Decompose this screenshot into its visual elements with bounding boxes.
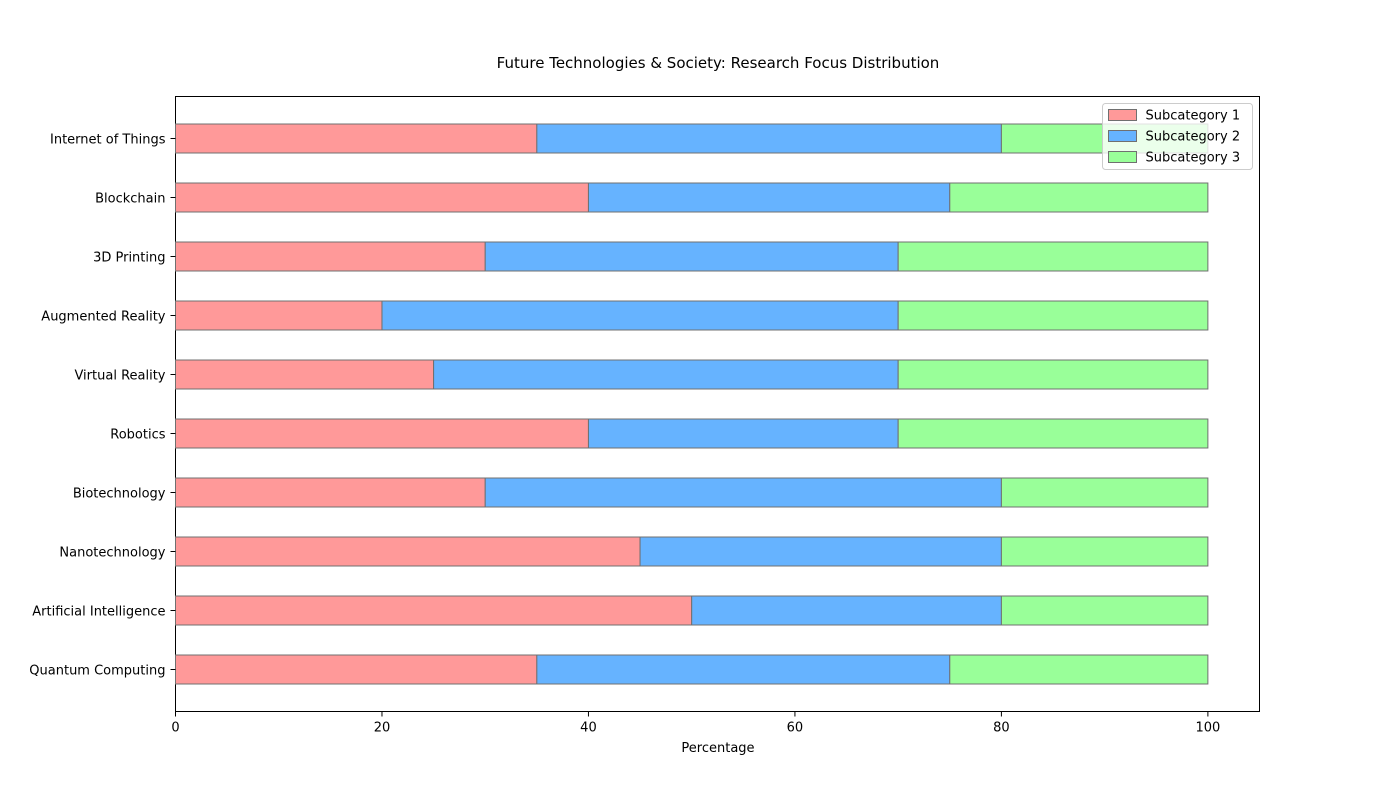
bar-nanotechnology-subcategory-1 [175,536,641,567]
x-tick-label: 80 [993,721,1010,736]
bar-3d-printing-subcategory-2 [484,241,899,272]
bar-quantum-computing-subcategory-1 [175,654,538,685]
bar-3d-printing-subcategory-3 [897,241,1209,272]
y-tick-label-biotechnology: Biotechnology [73,487,166,502]
bar-blockchain-subcategory-3 [949,182,1209,213]
legend-box [1102,103,1253,170]
bar-artificial-intelligence-subcategory-2 [691,595,1002,626]
y-tick-label-nanotechnology: Nanotechnology [59,546,165,561]
bar-virtual-reality-subcategory-1 [175,359,435,390]
bar-internet-of-things-subcategory-1 [175,123,538,154]
legend[interactable]: Subcategory 1 Subcategory 2 Subcategory 3 [1102,103,1253,170]
bars-layer [175,123,1209,685]
y-tick-label-quantum-computing: Quantum Computing [29,664,165,679]
bar-virtual-reality-subcategory-2 [433,359,899,390]
bar-nanotechnology-subcategory-3 [1000,536,1209,567]
bar-robotics-subcategory-2 [587,418,899,449]
plot-frame [175,96,1260,712]
legend-label-subcategory-2: Subcategory 2 [1146,130,1241,145]
legend-label-subcategory-3: Subcategory 3 [1146,151,1241,166]
y-tick-label-artificial-intelligence: Artificial Intelligence [32,605,165,620]
bar-blockchain-subcategory-2 [587,182,951,213]
y-tick-label-robotics: Robotics [110,428,165,443]
chart-title: Future Technologies & Society: Research … [497,54,940,72]
bar-nanotechnology-subcategory-2 [639,536,1002,567]
legend-swatch-subcategory-2 [1108,130,1137,142]
bar-augmented-reality-subcategory-1 [175,300,383,331]
bar-biotechnology-subcategory-1 [175,477,486,508]
x-tick-label: 100 [1195,721,1220,736]
bar-quantum-computing-subcategory-3 [949,654,1209,685]
x-tick-label: 0 [171,721,179,736]
y-tick-label-augmented-reality: Augmented Reality [41,310,165,325]
bar-blockchain-subcategory-1 [175,182,589,213]
bar-augmented-reality-subcategory-3 [897,300,1209,331]
bar-robotics-subcategory-1 [175,418,589,449]
y-tick-label-blockchain: Blockchain [95,192,165,207]
bar-artificial-intelligence-subcategory-3 [1000,595,1209,626]
bar-artificial-intelligence-subcategory-1 [175,595,693,626]
x-tick-label: 20 [374,721,391,736]
legend-swatch-subcategory-1 [1108,109,1137,121]
legend-swatch-subcategory-3 [1108,151,1137,163]
y-tick-label-3d-printing: 3D Printing [93,251,165,266]
bar-biotechnology-subcategory-3 [1000,477,1209,508]
legend-label-subcategory-1: Subcategory 1 [1146,109,1241,124]
bar-internet-of-things-subcategory-2 [536,123,1002,154]
bar-biotechnology-subcategory-2 [484,477,1002,508]
y-axis: Quantum Computing Artificial Intelligence… [29,133,176,679]
x-axis-label: Percentage [681,741,754,756]
y-tick-label-virtual-reality: Virtual Reality [74,369,165,384]
bar-augmented-reality-subcategory-2 [381,300,899,331]
y-tick-label-internet-of-things: Internet of Things [50,133,166,148]
x-tick-label: 60 [787,721,804,736]
bar-3d-printing-subcategory-1 [175,241,486,272]
x-axis: 0 20 40 60 80 100 [171,711,1220,736]
bar-robotics-subcategory-3 [897,418,1209,449]
bar-quantum-computing-subcategory-2 [536,654,951,685]
bar-virtual-reality-subcategory-3 [897,359,1209,390]
x-tick-label: 40 [580,721,597,736]
